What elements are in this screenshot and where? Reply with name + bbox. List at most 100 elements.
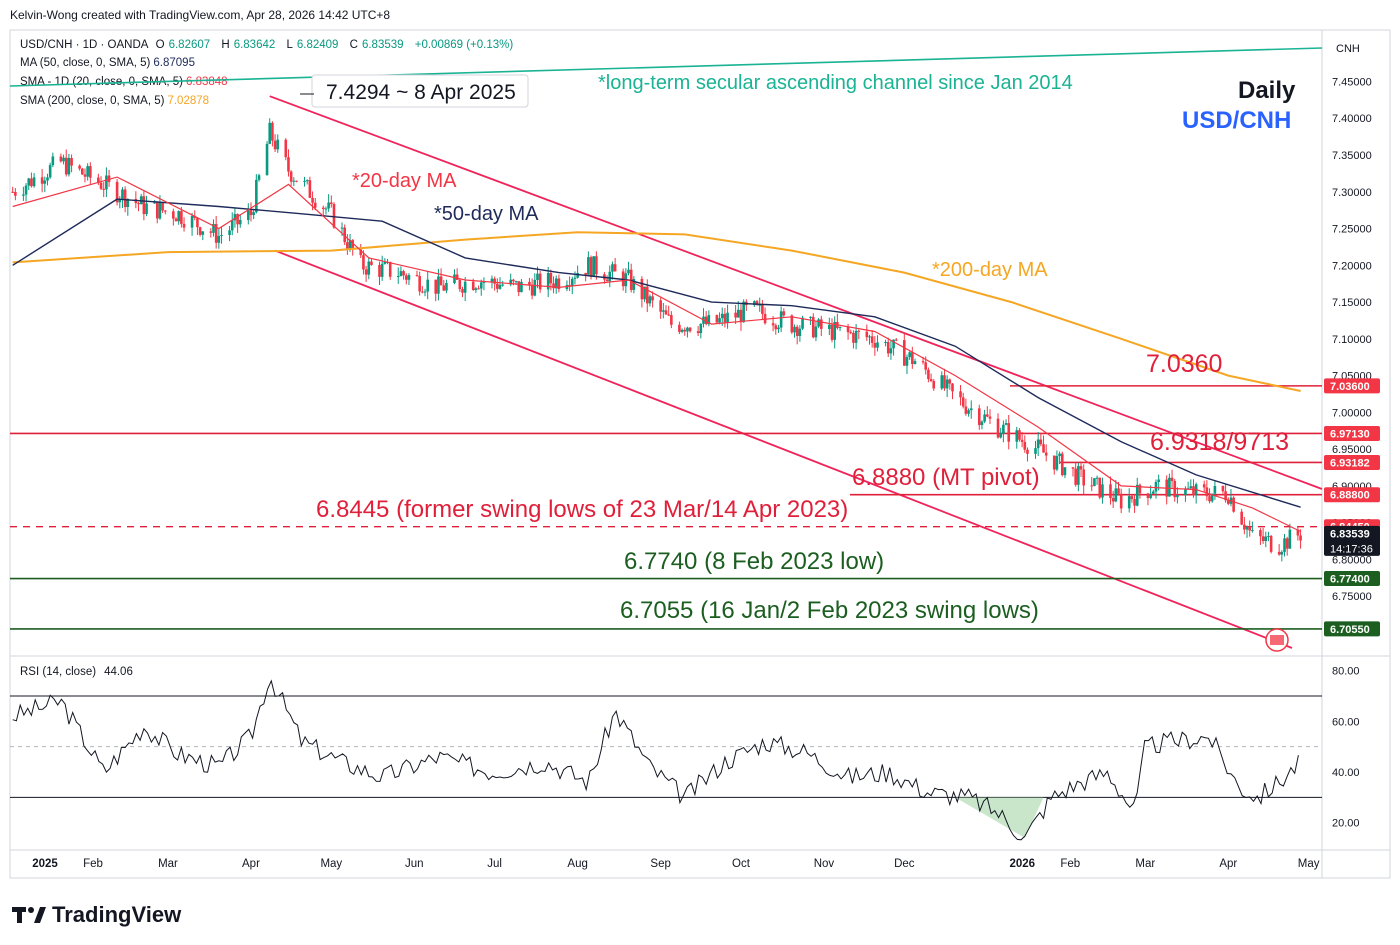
candle-body [313, 202, 317, 208]
candle-body [332, 203, 336, 228]
candle-body [99, 182, 103, 189]
x-tick-label-7: Aug [567, 858, 587, 870]
candle-body [1018, 430, 1021, 440]
candle-body [289, 171, 293, 182]
symbol-line: USD/CNH · 1D · OANDA [20, 39, 149, 51]
x-tick-label-2: Mar [158, 858, 178, 870]
candle-body [670, 315, 673, 325]
candle-body [576, 272, 579, 278]
candle-body [613, 264, 617, 272]
candle-body [514, 281, 518, 283]
candle-body [795, 326, 799, 336]
candle-body [180, 211, 183, 224]
candle-body [292, 180, 296, 182]
candle-body [758, 304, 762, 306]
candle-body [327, 202, 330, 209]
candle-body [779, 311, 783, 328]
y-tick-label-5: 7.20000 [1332, 260, 1372, 272]
candle-body [89, 166, 92, 178]
candle-body [911, 352, 914, 365]
candle-body [496, 283, 499, 289]
candle-body [528, 281, 531, 286]
candle-body [14, 191, 17, 196]
price-tag-1 [1324, 425, 1380, 441]
candle-body [83, 174, 87, 177]
y-tick-label-14: 6.75000 [1332, 591, 1372, 603]
candle-body [830, 324, 834, 340]
timeframe-label: Daily [1238, 77, 1296, 104]
candle-body [782, 311, 786, 316]
rsi-oversold-fill [955, 797, 1044, 838]
price-tag-2 [1324, 454, 1380, 470]
candle-body [945, 379, 949, 389]
candle-body [1245, 527, 1249, 530]
price-tag-0 [1324, 378, 1380, 394]
candle-body [388, 261, 392, 277]
candle-body [463, 281, 467, 293]
candle-body [809, 316, 812, 318]
candle-body [364, 269, 368, 275]
candle-body [889, 348, 893, 354]
price-tag-7 [1324, 621, 1380, 637]
chart-credit: Kelvin-Wong created with TradingView.com… [10, 8, 391, 22]
candle-body [986, 414, 989, 417]
candle-body [1055, 456, 1059, 470]
candle-body [1074, 468, 1077, 485]
candle-body [988, 416, 992, 419]
candle-body [651, 296, 654, 301]
candle-body [951, 383, 954, 392]
candle-body [777, 327, 780, 330]
candle-body [190, 215, 194, 228]
candle-body [977, 408, 981, 426]
price-tag-6 [1324, 571, 1380, 587]
candle-body [1154, 481, 1158, 492]
candle-body [1090, 485, 1094, 487]
candle-body [78, 165, 81, 169]
x-tick-label-1: Feb [83, 858, 103, 870]
candle-body [683, 329, 687, 332]
peak-label: 7.4294 ~ 8 Apr 2025 [326, 81, 516, 104]
candle-body [905, 357, 909, 366]
candle-body [589, 257, 593, 277]
candle-body [107, 175, 111, 182]
pivot-label: 6.8880 (MT pivot) [852, 464, 1040, 491]
candle-body [359, 249, 363, 256]
candle-body [852, 332, 855, 343]
candle-body [1168, 477, 1171, 497]
candle-body [172, 211, 175, 219]
candle-body [1052, 455, 1056, 470]
candle-body [1259, 530, 1262, 537]
candle-body [1232, 497, 1235, 512]
price-tag-label-7: 6.70550 [1330, 624, 1370, 636]
resistance-1-label: 7.0360 [1146, 350, 1222, 378]
x-tick-label-10: Nov [814, 858, 835, 870]
candle-body [123, 189, 127, 208]
candle-body [161, 202, 164, 211]
candle-body [142, 196, 146, 215]
open-value: 6.82607 [168, 39, 211, 51]
candle-body [704, 316, 708, 325]
sma20-line [12, 176, 1301, 533]
candle-body [983, 414, 986, 422]
x-tick-label-12: 2026 [1010, 858, 1036, 870]
candle-body [1152, 491, 1155, 494]
candle-body [423, 291, 427, 293]
candle-body [870, 336, 874, 343]
candle-body [742, 301, 745, 323]
candle-body [903, 340, 906, 366]
x-tick-label-15: Apr [1219, 858, 1237, 870]
candle-body [265, 143, 269, 176]
candle-body [929, 378, 933, 381]
candle-body [715, 315, 719, 323]
candle-body [348, 240, 352, 250]
support-1-label: 6.7740 (8 Feb 2023 low) [624, 548, 884, 575]
candle-body [230, 220, 234, 231]
candle-body [1243, 524, 1246, 530]
candle-body [833, 321, 836, 340]
candle-body [753, 301, 756, 306]
y-tick-label-1: 7.40000 [1332, 113, 1372, 125]
rsi-tick-1: 60.00 [1332, 716, 1360, 728]
candle-body [549, 273, 553, 284]
candle-body [287, 157, 290, 172]
